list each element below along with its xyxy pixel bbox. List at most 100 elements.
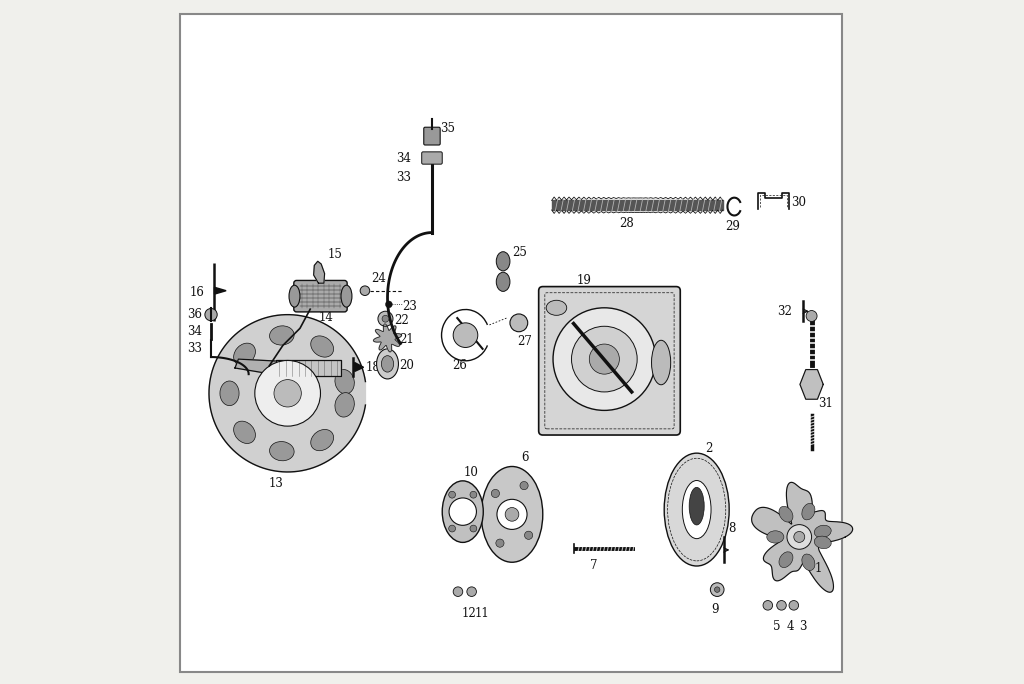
Circle shape <box>360 286 370 295</box>
Ellipse shape <box>779 506 793 522</box>
Ellipse shape <box>335 369 354 394</box>
Circle shape <box>385 301 392 308</box>
Ellipse shape <box>814 525 831 538</box>
Circle shape <box>524 531 532 540</box>
Text: 13: 13 <box>268 477 284 490</box>
Circle shape <box>777 601 786 610</box>
Text: 10: 10 <box>464 466 479 479</box>
Circle shape <box>711 583 724 596</box>
Ellipse shape <box>814 536 831 549</box>
Text: 36: 36 <box>187 308 202 321</box>
Ellipse shape <box>497 272 510 291</box>
Text: 33: 33 <box>187 342 202 356</box>
Text: 7: 7 <box>590 559 598 572</box>
Text: 15: 15 <box>328 248 342 261</box>
Ellipse shape <box>779 552 793 568</box>
Ellipse shape <box>335 393 354 417</box>
Text: 3: 3 <box>800 620 807 633</box>
Circle shape <box>274 380 301 407</box>
Text: 34: 34 <box>395 152 411 166</box>
Text: 1: 1 <box>814 562 821 575</box>
Circle shape <box>794 531 805 542</box>
Ellipse shape <box>341 285 352 307</box>
Text: 25: 25 <box>512 246 527 259</box>
Circle shape <box>763 601 772 610</box>
Text: 23: 23 <box>402 300 418 313</box>
Text: 32: 32 <box>777 304 793 318</box>
Ellipse shape <box>802 503 815 520</box>
Text: 8: 8 <box>728 522 735 535</box>
Text: 12: 12 <box>462 607 476 620</box>
Text: 29: 29 <box>725 220 739 233</box>
Circle shape <box>497 499 527 529</box>
Circle shape <box>787 525 812 549</box>
Ellipse shape <box>310 430 334 451</box>
Ellipse shape <box>682 480 711 539</box>
Circle shape <box>571 326 637 392</box>
Text: 16: 16 <box>189 285 204 299</box>
Ellipse shape <box>377 349 398 379</box>
Circle shape <box>470 525 477 532</box>
Circle shape <box>470 491 477 498</box>
Text: 14: 14 <box>319 311 334 324</box>
Text: 24: 24 <box>371 272 386 285</box>
Circle shape <box>205 308 217 321</box>
Polygon shape <box>752 482 853 592</box>
Ellipse shape <box>802 554 815 570</box>
Polygon shape <box>234 359 279 375</box>
Circle shape <box>520 482 528 490</box>
Circle shape <box>553 308 655 410</box>
Circle shape <box>378 311 393 326</box>
Ellipse shape <box>689 487 705 525</box>
Circle shape <box>450 498 476 525</box>
Ellipse shape <box>546 300 566 315</box>
FancyBboxPatch shape <box>180 14 843 672</box>
Ellipse shape <box>665 453 729 566</box>
Ellipse shape <box>442 481 483 542</box>
Circle shape <box>492 489 500 497</box>
FancyBboxPatch shape <box>294 280 347 312</box>
Ellipse shape <box>310 336 334 357</box>
Polygon shape <box>214 287 226 294</box>
Text: 27: 27 <box>517 335 532 348</box>
Text: 33: 33 <box>395 171 411 185</box>
Polygon shape <box>354 363 364 371</box>
Text: 2: 2 <box>705 442 713 455</box>
Circle shape <box>255 360 321 426</box>
FancyBboxPatch shape <box>422 152 442 164</box>
Ellipse shape <box>481 466 543 562</box>
Ellipse shape <box>767 531 784 543</box>
Circle shape <box>790 601 799 610</box>
FancyBboxPatch shape <box>539 287 680 435</box>
Ellipse shape <box>381 356 393 372</box>
Text: 26: 26 <box>452 359 467 372</box>
Ellipse shape <box>269 442 294 461</box>
FancyBboxPatch shape <box>424 127 440 145</box>
Polygon shape <box>374 324 401 352</box>
Polygon shape <box>276 360 341 376</box>
Circle shape <box>449 491 456 498</box>
Polygon shape <box>313 261 325 283</box>
Ellipse shape <box>233 343 255 365</box>
Ellipse shape <box>651 341 671 385</box>
Text: 19: 19 <box>577 274 591 287</box>
Text: 22: 22 <box>394 314 410 328</box>
Circle shape <box>806 311 817 321</box>
Text: 35: 35 <box>440 122 456 135</box>
Text: 30: 30 <box>792 196 806 209</box>
Text: 21: 21 <box>399 333 414 347</box>
Text: 11: 11 <box>475 607 489 620</box>
Circle shape <box>505 508 519 521</box>
Text: 17: 17 <box>264 383 279 396</box>
Circle shape <box>496 539 504 547</box>
Polygon shape <box>800 369 823 399</box>
Text: 28: 28 <box>620 217 634 230</box>
Circle shape <box>454 587 463 596</box>
Ellipse shape <box>220 381 239 406</box>
Text: 9: 9 <box>712 603 719 616</box>
Ellipse shape <box>289 285 300 307</box>
Circle shape <box>449 525 456 532</box>
Text: 34: 34 <box>187 324 202 338</box>
Ellipse shape <box>269 326 294 345</box>
Circle shape <box>454 323 478 347</box>
